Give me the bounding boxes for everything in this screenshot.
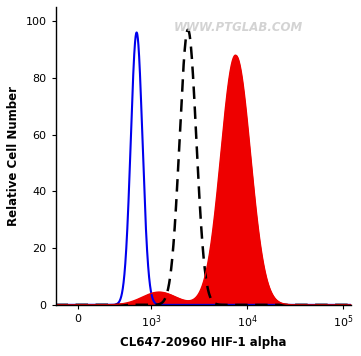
Text: WWW.PTGLAB.COM: WWW.PTGLAB.COM [174, 21, 303, 34]
X-axis label: CL647-20960 HIF-1 alpha: CL647-20960 HIF-1 alpha [120, 336, 287, 349]
Y-axis label: Relative Cell Number: Relative Cell Number [7, 86, 20, 226]
